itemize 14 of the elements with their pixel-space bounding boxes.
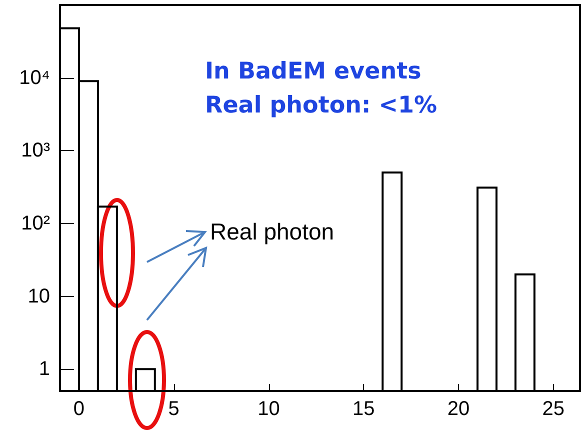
x-tick-label: 5	[168, 398, 180, 420]
annotation: Real photon	[210, 218, 334, 244]
x-tick-label: 10	[258, 398, 280, 420]
y-tick-label: 10³	[21, 140, 50, 162]
annotation: In BadEM events	[205, 58, 422, 84]
x-tick-label: 0	[73, 398, 85, 420]
y-tick-label: 10²	[21, 212, 50, 234]
annotation: Real photon: <1%	[205, 92, 438, 118]
y-tick-label: 10	[28, 285, 50, 308]
y-tick-label: 1	[38, 358, 50, 380]
x-tick-label: 25	[542, 398, 565, 420]
x-tick-label: 20	[447, 398, 470, 420]
x-tick-label: 15	[352, 398, 375, 420]
y-tick-label: 10⁴	[19, 66, 50, 89]
